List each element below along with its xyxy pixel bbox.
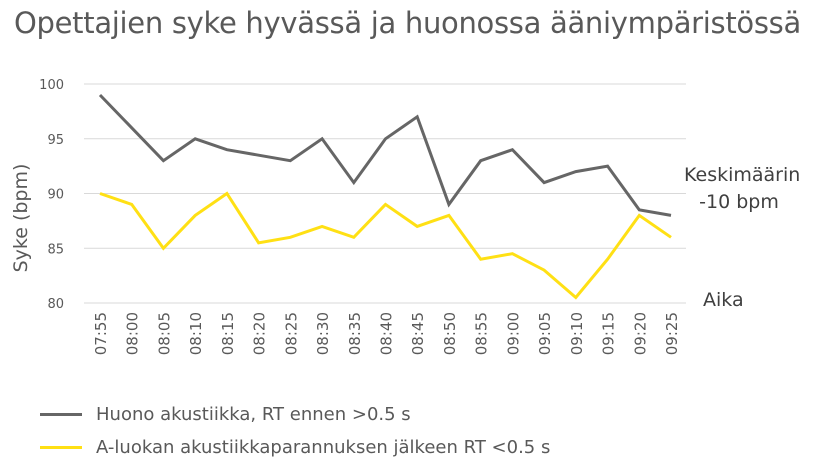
y-tick-90: 90	[47, 188, 64, 203]
x-tick-0855: 08:55	[473, 312, 491, 355]
x-tick-0920: 09:20	[631, 312, 649, 355]
x-tick-0810: 08:10	[187, 312, 205, 355]
grid-lines	[84, 83, 686, 304]
y-tick-labels: 80 85 90 95 100	[39, 78, 64, 312]
x-tick-0850: 08:50	[441, 312, 459, 355]
x-tick-labels: 07:55 08:00 08:05 08:10 08:15 08:20 08:25 08:30…	[92, 312, 681, 355]
x-tick-0845: 08:45	[409, 312, 427, 355]
y-tick-100: 100	[39, 78, 64, 93]
legend-item-huono: Huono akustiikka, RT ennen >0.5 s	[40, 402, 411, 426]
x-tick-0820: 08:20	[251, 312, 269, 355]
y-tick-85: 85	[47, 242, 64, 257]
x-tick-0910: 09:10	[568, 312, 586, 355]
legend-label-huono: Huono akustiikka, RT ennen >0.5 s	[96, 403, 411, 425]
annotation-average-difference: Keskimäärin -10 bpm	[684, 162, 801, 216]
annotation-line2: -10 bpm	[699, 191, 779, 213]
x-tick-0805: 08:05	[155, 312, 173, 355]
series-line-0	[98, 93, 672, 217]
series-lines	[98, 93, 672, 300]
x-tick-0815: 08:15	[219, 312, 237, 355]
series-line-1	[99, 191, 672, 300]
x-tick-0915: 09:15	[600, 312, 618, 355]
legend-item-a-luokan: A-luokan akustiikkaparannuksen jälkeen R…	[40, 435, 550, 459]
x-tick-0825: 08:25	[282, 312, 300, 355]
x-tick-0925: 09:25	[663, 312, 681, 355]
y-axis-label: Syke (bpm)	[10, 164, 32, 273]
annotation-line1: Keskimäärin	[684, 164, 801, 186]
x-tick-0835: 08:35	[346, 312, 364, 355]
x-tick-0830: 08:30	[314, 312, 332, 355]
x-tick-0755: 07:55	[92, 312, 110, 355]
x-tick-0800: 08:00	[124, 312, 142, 355]
x-tick-0900: 09:00	[504, 312, 522, 355]
x-tick-0905: 09:05	[536, 312, 554, 355]
y-tick-95: 95	[47, 133, 64, 148]
legend-swatch-a-luokan	[40, 445, 82, 449]
legend-swatch-huono	[40, 412, 82, 416]
x-tick-0840: 08:40	[378, 312, 396, 355]
legend-label-a-luokan: A-luokan akustiikkaparannuksen jälkeen R…	[96, 436, 551, 458]
chart-title: Opettajien syke hyvässä ja huonossa ääni…	[14, 6, 801, 40]
x-axis-label: Aika	[703, 289, 744, 311]
y-tick-80: 80	[47, 297, 64, 312]
